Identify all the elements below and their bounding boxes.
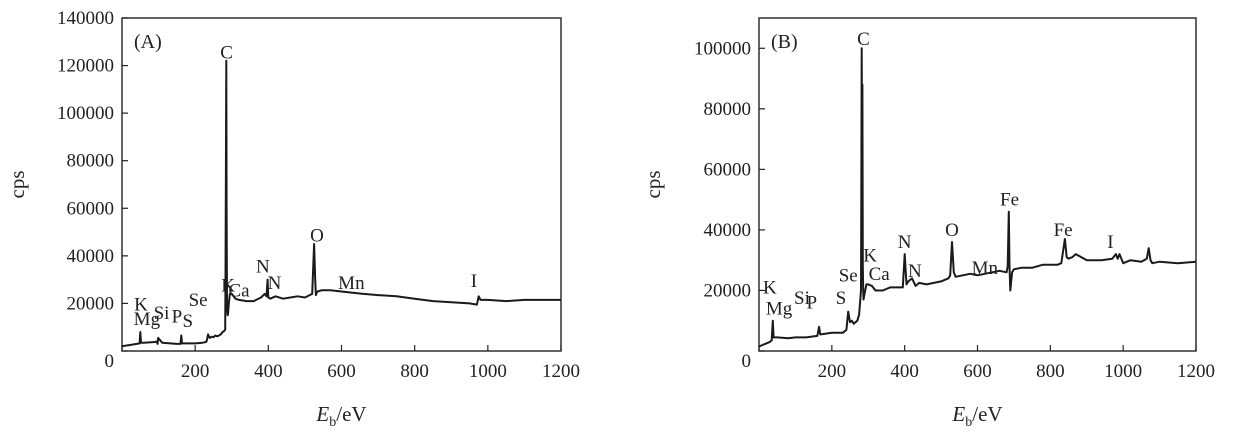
peak-label: C xyxy=(220,42,233,63)
peak-label: O xyxy=(945,220,959,241)
peak-label: Mn xyxy=(338,273,365,294)
peak-label: Ca xyxy=(869,264,891,285)
peak-label: N xyxy=(908,261,922,282)
x-axis-label: Eb/eV xyxy=(951,402,1002,430)
x-tick-label: 1200 xyxy=(1177,361,1215,382)
x-axis-label: Eb/eV xyxy=(315,402,366,430)
x-tick-label: 200 xyxy=(181,361,210,382)
peak-label: O xyxy=(310,226,324,247)
peak-label: I xyxy=(471,271,477,292)
peak-label: Se xyxy=(189,290,208,311)
y-tick-label: 60000 xyxy=(67,198,115,219)
peak-label: K xyxy=(863,246,877,267)
peak-label: I xyxy=(1107,232,1113,253)
panel-label: (A) xyxy=(134,31,162,53)
peak-label: P xyxy=(807,293,818,314)
spectrum-line xyxy=(758,47,1197,348)
y-tick-label: 80000 xyxy=(67,151,115,172)
peak-label: Si xyxy=(154,303,170,324)
y-tick-label: 20000 xyxy=(704,280,752,301)
panel-label: (B) xyxy=(771,31,798,53)
peak-label: Mn xyxy=(972,258,999,279)
x-axis-label-unit: /eV xyxy=(336,402,366,426)
x-tick-label: 1000 xyxy=(1104,361,1142,382)
peak-label: K xyxy=(763,277,777,298)
peak-label: S xyxy=(836,288,847,309)
y-tick-label: 100000 xyxy=(694,38,751,59)
y-tick-label: 120000 xyxy=(57,56,114,77)
y-tick-label: 140000 xyxy=(57,8,114,29)
y-tick-label: 40000 xyxy=(704,220,752,241)
peak-label: P xyxy=(172,306,183,327)
x-tick-label: 400 xyxy=(254,361,283,382)
peak-label: Mg xyxy=(766,299,793,320)
x-axis-label-symbol: E xyxy=(315,402,329,426)
x-axis-label-subscript: b xyxy=(329,415,336,430)
x-tick-label: 800 xyxy=(1036,361,1065,382)
peak-label: K xyxy=(221,276,235,297)
peak-label: Mg xyxy=(134,309,161,330)
peak-label: Fe xyxy=(1054,220,1073,241)
y-tick-label: 40000 xyxy=(67,246,115,267)
y-axis-label: cps xyxy=(5,171,29,199)
peak-label: Si xyxy=(794,288,810,309)
y-tick-label: 80000 xyxy=(704,99,752,120)
x-tick-label: 1000 xyxy=(469,361,507,382)
peak-label: Se xyxy=(839,265,858,286)
plot-frame xyxy=(758,17,1197,352)
peak-label: N xyxy=(898,232,912,253)
origin-label: 0 xyxy=(742,351,752,372)
x-tick-label: 600 xyxy=(963,361,992,382)
spectrum-line xyxy=(121,59,561,348)
chart-panel-b: 200 400 600 800 1000 1200 0 20000 40000 60000 8000… xyxy=(641,17,1215,430)
x-tick-label: 800 xyxy=(400,361,429,382)
origin-label: 0 xyxy=(105,351,115,372)
y-tick-label: 100000 xyxy=(57,103,114,124)
y-tick-label: 60000 xyxy=(704,159,752,180)
x-tick-label: 1200 xyxy=(542,361,580,382)
x-axis-label-symbol: E xyxy=(951,402,965,426)
peak-label: K xyxy=(134,295,148,316)
peak-label: Fe xyxy=(1000,190,1019,211)
peak-label: N xyxy=(268,273,282,294)
peak-label: C xyxy=(857,29,870,50)
x-tick-label: 400 xyxy=(890,361,919,382)
x-axis-label-unit: /eV xyxy=(972,402,1002,426)
peak-label: S xyxy=(183,311,194,332)
peak-label: Ca xyxy=(229,280,251,301)
x-axis-label-subscript: b xyxy=(965,415,972,430)
x-tick-label: 600 xyxy=(327,361,356,382)
chart-panel-a: 200 400 600 800 1000 1200 0 20000 40000 60000 8000… xyxy=(5,8,580,430)
x-tick-label: 200 xyxy=(818,361,847,382)
y-tick-label: 20000 xyxy=(67,293,115,314)
y-axis-label: cps xyxy=(641,171,665,199)
peak-label: N xyxy=(256,257,270,278)
